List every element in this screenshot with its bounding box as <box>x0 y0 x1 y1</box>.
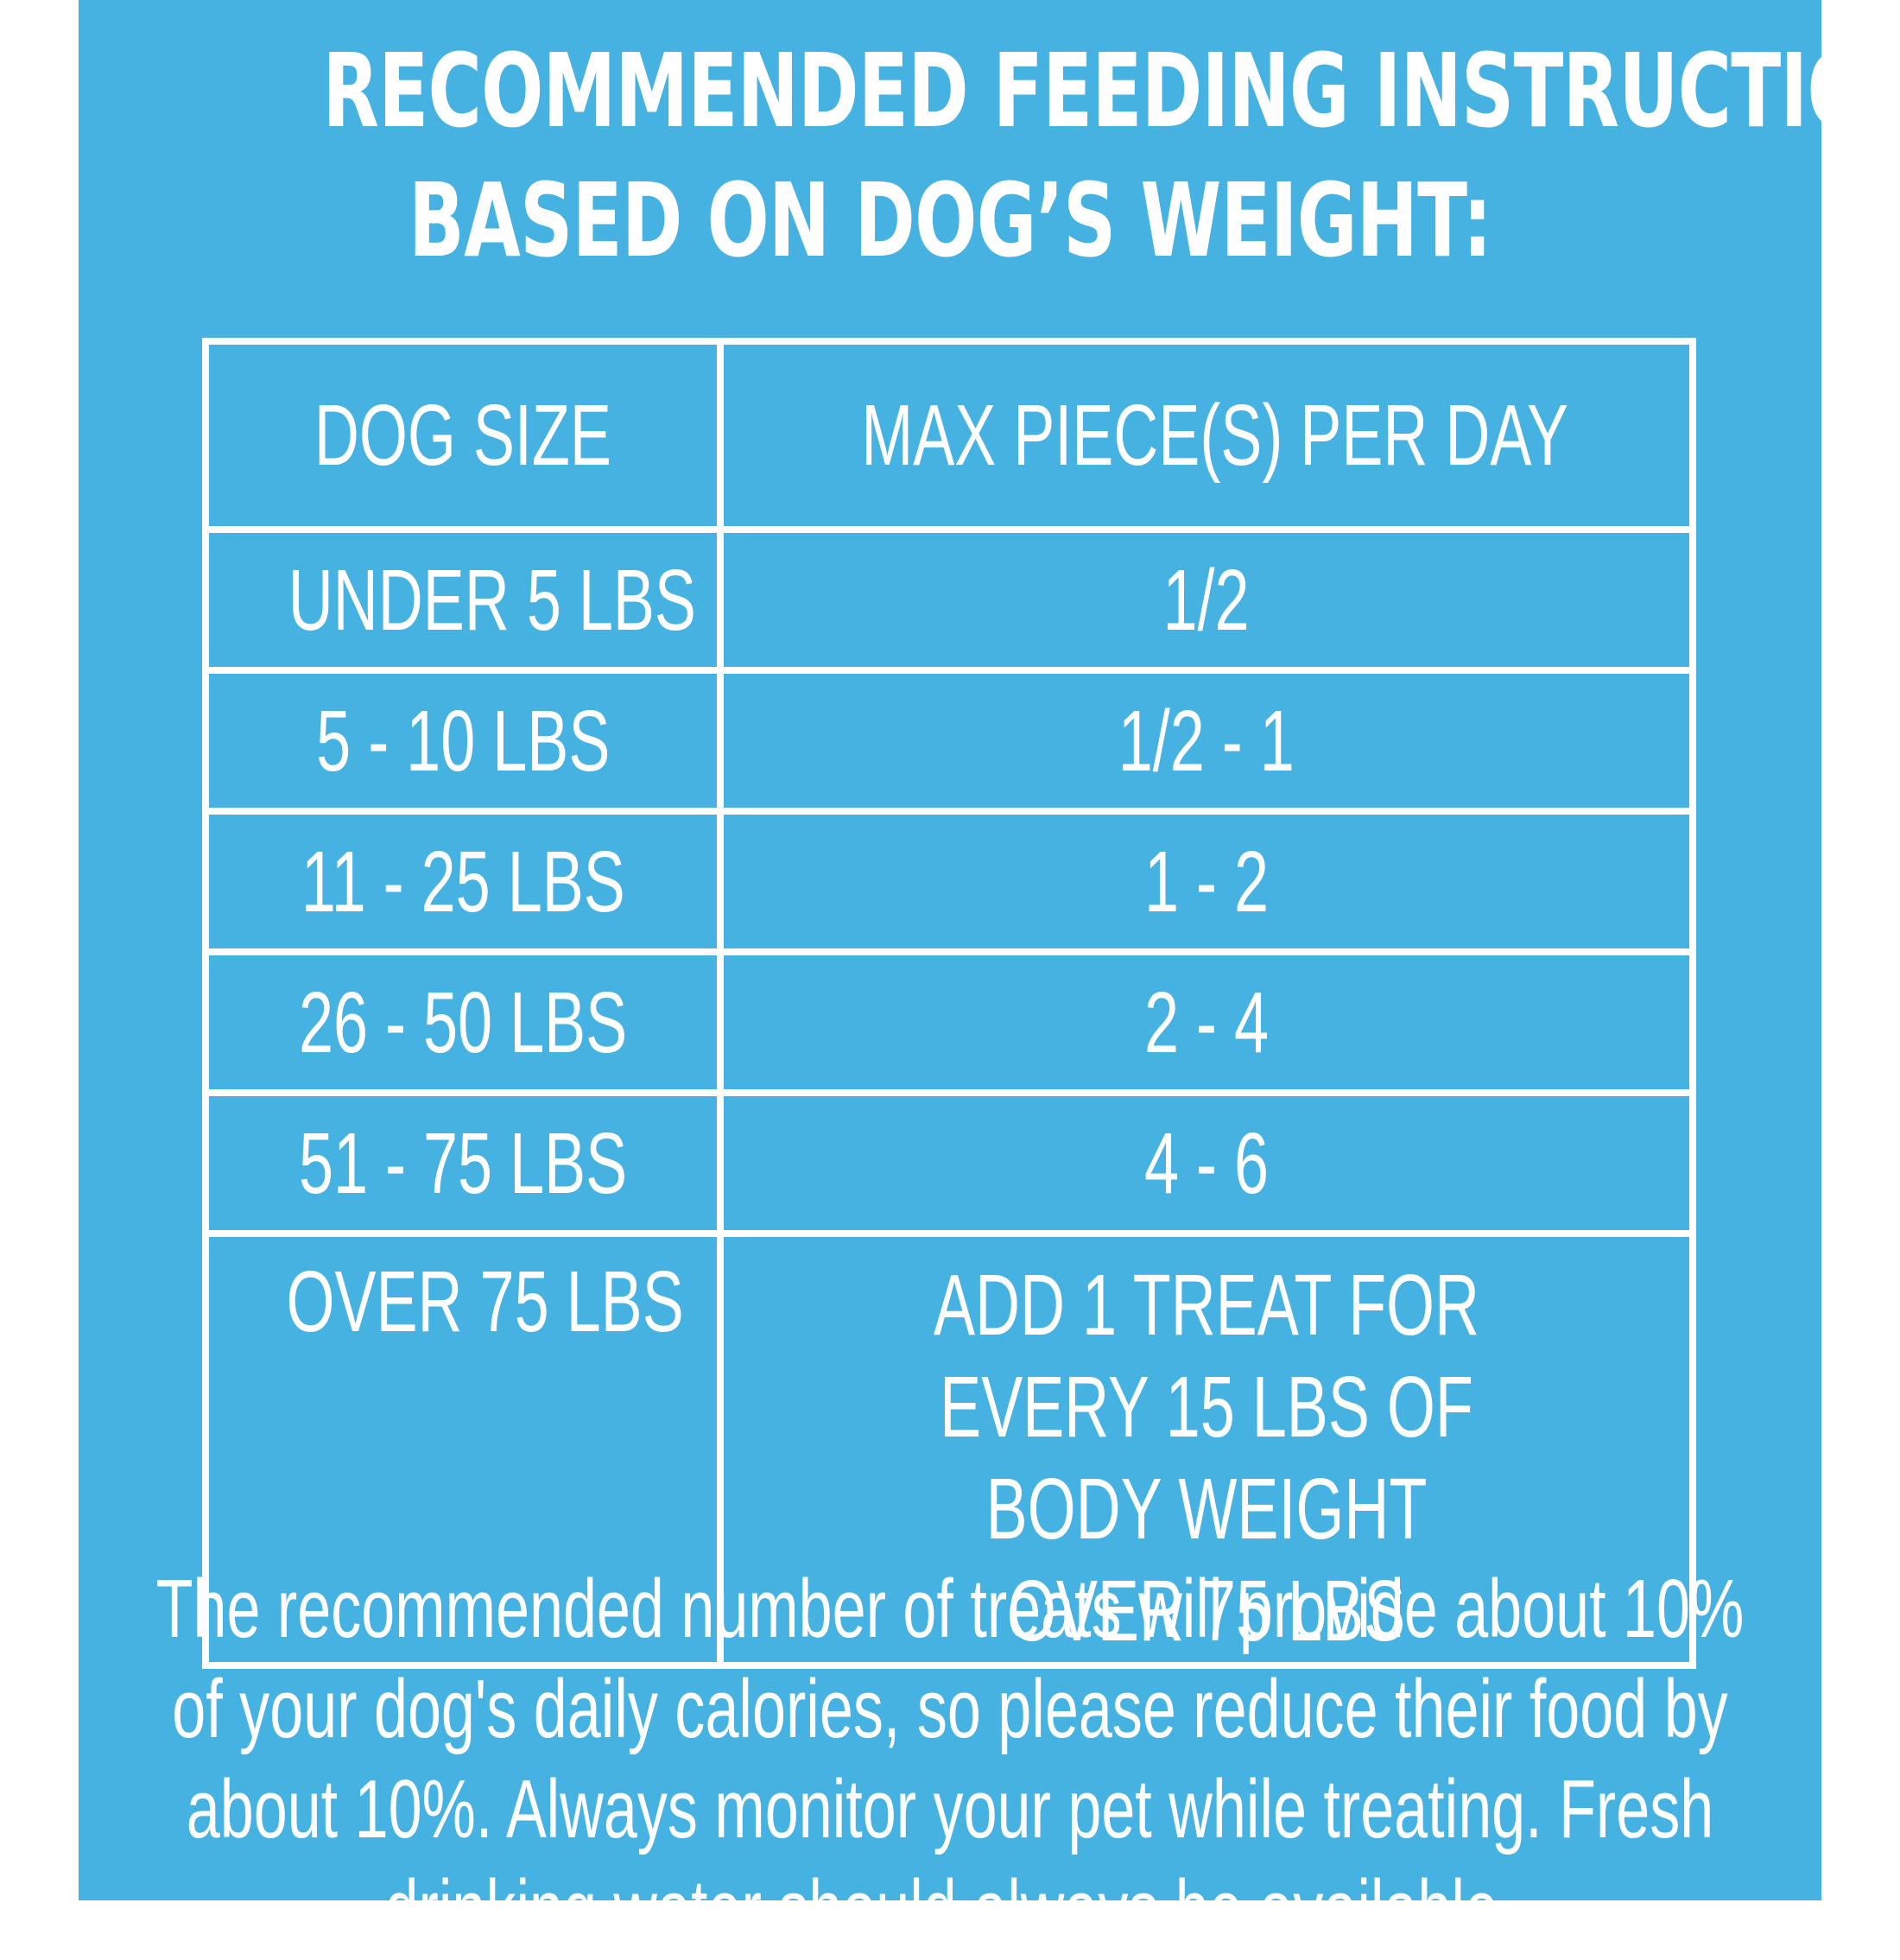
max-pieces-cell: 1/2 - 1 <box>717 667 1696 815</box>
dog-size-cell: 51 - 75 LBS <box>202 1089 724 1237</box>
table-row: 11 - 25 LBS 1 - 2 <box>202 808 1696 955</box>
page-title-line-1: RECOMMENDED FEEDING INSTRUCTIONS <box>322 31 1900 150</box>
column-header-max-pieces: MAX PIECE(S) PER DAY <box>717 338 1696 533</box>
table-row: 5 - 10 LBS 1/2 - 1 <box>202 667 1696 815</box>
dog-size-cell: 26 - 50 LBS <box>202 948 724 1096</box>
page-title-line-2: BASED ON DOG’S WEIGHT: <box>408 161 1492 280</box>
feeding-panel: RECOMMENDED FEEDING INSTRUCTIONS BASED O… <box>79 0 1900 1956</box>
dog-size-cell: 11 - 25 LBS <box>202 808 724 955</box>
footnote-text: The recommended number of treats will pr… <box>155 1563 1745 1956</box>
dog-size-cell: OVER 75 LBS <box>202 1230 724 1669</box>
table-row: OVER 75 LBS ADD 1 TREAT FOR EVERY 15 LBS… <box>202 1230 1696 1669</box>
max-pieces-cell: 1/2 <box>717 526 1696 674</box>
table-row: UNDER 5 LBS 1/2 <box>202 526 1696 674</box>
dog-size-cell: 5 - 10 LBS <box>202 667 724 815</box>
column-header-dog-size: DOG SIZE <box>202 338 724 533</box>
dog-size-cell: UNDER 5 LBS <box>202 526 724 674</box>
feeding-footnote: The recommended number of treats will pr… <box>130 1559 1770 1960</box>
table-row: 51 - 75 LBS 4 - 6 <box>202 1089 1696 1237</box>
table-header-row: DOG SIZE MAX PIECE(S) PER DAY <box>202 338 1696 533</box>
max-pieces-cell: 1 - 2 <box>717 808 1696 955</box>
feeding-table: DOG SIZE MAX PIECE(S) PER DAY UNDER 5 LB… <box>202 338 1696 1669</box>
max-pieces-cell: 2 - 4 <box>717 948 1696 1096</box>
max-pieces-cell: ADD 1 TREAT FOR EVERY 15 LBS OF BODY WEI… <box>717 1230 1696 1669</box>
max-pieces-cell: 4 - 6 <box>717 1089 1696 1237</box>
table-row: 26 - 50 LBS 2 - 4 <box>202 948 1696 1096</box>
